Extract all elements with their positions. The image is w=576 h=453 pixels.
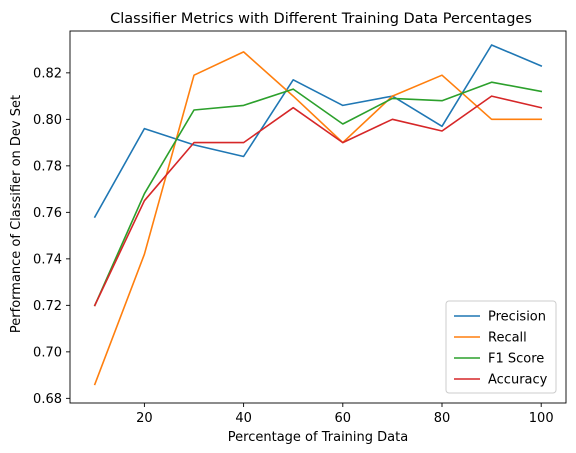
plot-lines <box>93 44 543 386</box>
y-tick-label: 0.82 <box>33 66 62 81</box>
y-tick-label: 0.80 <box>33 113 62 128</box>
series-line-f1-score <box>93 81 543 307</box>
legend-label: Accuracy <box>488 373 548 388</box>
legend-box <box>445 300 557 394</box>
y-tick-label: 0.74 <box>33 252 62 267</box>
series-line-recall <box>93 51 543 386</box>
y-tick-label: 0.68 <box>33 392 62 407</box>
series-line-accuracy <box>93 95 543 307</box>
y-tick-label: 0.76 <box>33 206 62 221</box>
legend-label: Recall <box>488 331 527 346</box>
x-axis: 20 40 60 80 100 <box>136 403 554 426</box>
x-tick-label: 80 <box>434 411 451 426</box>
x-tick-label: 60 <box>335 411 352 426</box>
chart-title: Classifier Metrics with Different Traini… <box>110 11 532 27</box>
y-tick-label: 0.72 <box>33 299 62 314</box>
x-tick-label: 20 <box>136 411 153 426</box>
y-axis-title: Performance of Classifier on Dev Set <box>9 95 24 333</box>
x-tick-label: 40 <box>235 411 252 426</box>
series-line-precision <box>93 44 543 219</box>
x-tick-label: 100 <box>529 411 554 426</box>
legend-label: Precision <box>488 310 546 325</box>
y-tick-label: 0.70 <box>33 345 62 360</box>
legend: Precision Recall F1 Score Accuracy <box>445 300 557 394</box>
plot-frame <box>69 30 567 404</box>
y-axis: 0.68 0.70 0.72 0.74 0.76 0.78 0.80 0.82 <box>33 66 70 407</box>
legend-label: F1 Score <box>488 352 544 367</box>
y-tick-label: 0.78 <box>33 159 62 174</box>
x-axis-title: Percentage of Training Data <box>228 430 408 445</box>
